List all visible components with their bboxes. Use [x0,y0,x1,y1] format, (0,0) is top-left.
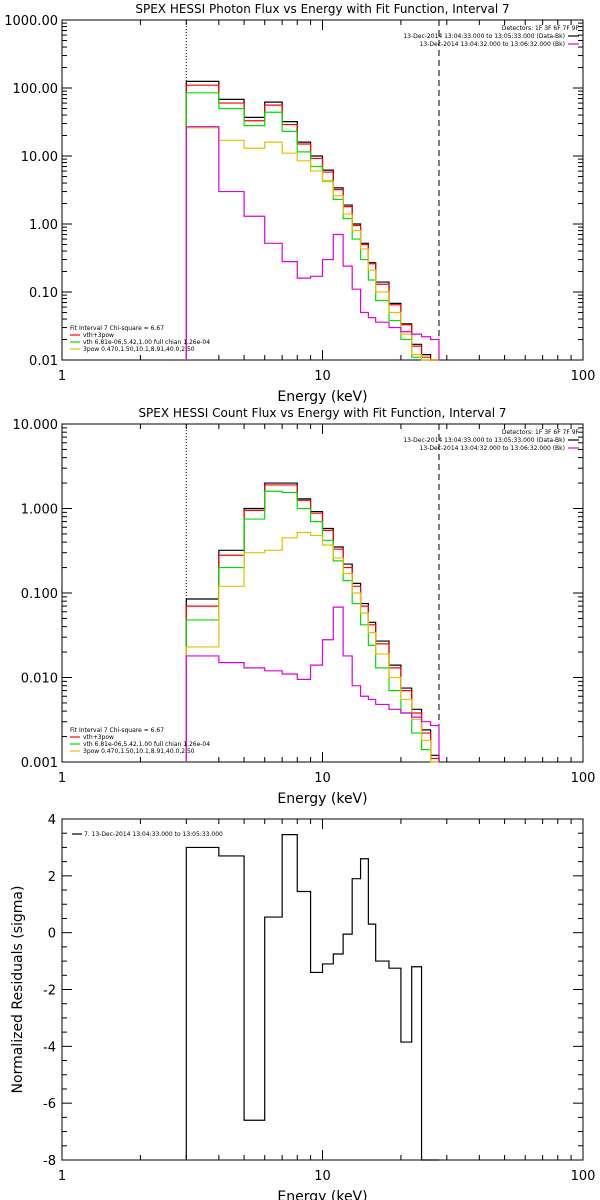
y-tick-label: 0 [48,927,56,942]
y-tick-label: 0.10 [29,286,58,301]
x-axis-label: Energy (keV) [277,791,367,807]
fit-interval-label: Fit Interval 7 Chi-square = 6.67 [70,727,164,734]
plot-frame [61,19,584,361]
y-tick-label: -4 [43,1040,56,1055]
y-tick-label: 10.000 [13,418,59,433]
legend-bottom-label: 3pow 0.470,1.50,10.1,8.91,40.0,2.50 [83,346,195,353]
legend-top-label: Detectors: 1F 3F 6F 7F 9F [502,429,580,436]
y-tick-label: 2 [48,870,56,885]
y-tick-label: 0.001 [21,756,58,771]
chart-title: SPEX HESSI Count Flux vs Energy with Fit… [138,406,506,420]
y-axis-label: Normalized Residuals (sigma) [10,886,26,1094]
fit-interval-label: Fit Interval 7 Chi-square = 6.67 [70,325,164,332]
legend-label: 7. 13-Dec-2014 13:04:33.000 to 13:05:33.… [84,831,223,838]
y-tick-label: 10.00 [21,150,58,165]
x-tick-label: 1 [58,771,66,786]
series-4-line [185,127,439,361]
y-tick-label: 1000.00 [4,14,58,29]
y-tick-label: 1.00 [29,218,58,233]
y-tick-label: 100.00 [13,82,59,97]
y-tick-label: -8 [43,1154,56,1169]
y-tick-label: 0.010 [21,672,58,687]
x-tick-label: 10 [314,771,331,786]
x-tick-label: 100 [571,1169,596,1184]
panel-2: SPEX HESSI Count Flux vs Energy with Fit… [13,406,596,807]
legend-top-label: 13-Dec-2014 13:04:32.000 to 13:06:32.000… [420,445,565,452]
y-tick-label: 0.100 [21,587,58,602]
x-tick-label: 1 [58,1169,66,1184]
legend-top-label: 13-Dec-2014 13:04:33.000 to 13:05:33.000… [403,437,565,444]
y-tick-label: 4 [48,813,56,828]
y-tick-label: -6 [43,1097,56,1112]
x-tick-label: 10 [314,369,331,384]
plot-frame [61,818,584,1161]
x-tick-label: 100 [571,369,596,384]
legend-bottom-label: vth+3pow [83,332,114,339]
series-1-line [185,482,440,762]
legend-bottom-label: vth+3pow [83,734,114,741]
series-4-line [185,531,439,763]
x-axis-label: Energy (keV) [277,1189,367,1200]
series-5-line [185,126,440,360]
legend-bottom-label: vth 6.81e-06,5.42,1.00 full chian 1.26e-… [83,741,210,748]
series-5-line [185,606,440,762]
legend-bottom-label: vth 6.81e-06,5.42,1.00 full chian 1.26e-… [83,339,210,346]
legend-top-label: 13-Dec-2014 13:04:33.000 to 13:05:33.000… [403,33,565,40]
chart-title: SPEX HESSI Photon Flux vs Energy with Fi… [135,2,509,16]
series-1-line [185,834,439,1161]
legend-top-label: Detectors: 1F 3F 6F 7F 9F [502,25,580,32]
x-tick-label: 10 [314,1169,331,1184]
x-axis-label: Energy (keV) [277,389,367,405]
series-2-line [185,484,440,762]
panel-3: 1 10 100 Energy (keV) -8 -6 -4 -2 0 2 4 Normalized … [10,813,595,1200]
y-tick-label: 1.000 [21,503,58,518]
series-3-line [185,490,439,763]
y-tick-label: -2 [43,984,56,999]
legend-top-label: 13-Dec-2014 13:04:32.000 to 13:06:32.000… [420,41,565,48]
x-tick-label: 100 [571,771,596,786]
y-tick-label: 0.01 [29,354,58,369]
panel-1: SPEX HESSI Photon Flux vs Energy with Fi… [4,2,595,405]
x-tick-label: 1 [58,369,66,384]
plot-frame [61,423,584,763]
legend-bottom-label: 3pow 0.470,1.50,10.1,8.91,40.0,2.50 [83,748,195,755]
